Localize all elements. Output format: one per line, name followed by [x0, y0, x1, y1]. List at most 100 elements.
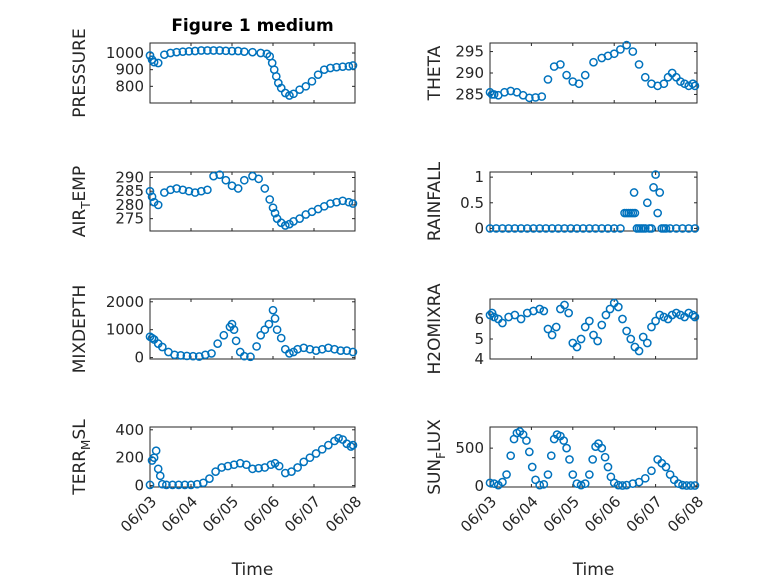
data-point: [485, 87, 495, 97]
data-point: [221, 46, 231, 56]
data-point: [172, 184, 181, 193]
data-point: [289, 89, 298, 99]
data-point: [248, 464, 257, 474]
data-point: [219, 330, 229, 340]
y-axis-label: RAINFALL: [425, 161, 445, 241]
data-point: [603, 462, 613, 472]
data-point: [647, 466, 656, 476]
data-point: [564, 308, 574, 318]
data-point: [543, 75, 553, 84]
data-point: [535, 480, 545, 490]
data-point: [151, 446, 161, 456]
subplot-6: 4 5 6 H2OMIXRA: [425, 283, 700, 375]
data-point: [311, 449, 321, 458]
chart-title: Figure 1 medium: [171, 16, 333, 36]
data-point: [684, 224, 694, 233]
data-point: [576, 480, 586, 490]
data-point: [301, 81, 311, 91]
data-point: [510, 224, 520, 233]
data-point: [147, 333, 157, 343]
axes-frame: [149, 298, 356, 360]
data-point: [184, 186, 194, 196]
data-point: [585, 316, 594, 326]
data-point: [485, 310, 495, 320]
data-point: [176, 351, 186, 360]
data-point: [516, 314, 526, 324]
data-point: [504, 224, 513, 233]
data-point: [618, 314, 627, 324]
data-point: [682, 481, 692, 490]
data-point: [280, 221, 290, 230]
axes-frame: [149, 426, 356, 488]
data-point: [629, 188, 639, 197]
data-point: [348, 61, 358, 70]
data-point: [535, 224, 545, 233]
x-axis-label: Time: [572, 560, 615, 580]
data-point: [174, 480, 184, 490]
data-point: [524, 93, 534, 103]
data-point: [593, 336, 602, 346]
data-point: [196, 46, 206, 55]
data-point: [676, 77, 685, 86]
data-point: [252, 342, 261, 351]
data-point: [348, 440, 358, 450]
data-point: [580, 322, 590, 332]
y-tick-label: 280: [115, 196, 144, 214]
data-point: [182, 351, 192, 361]
y-tick-label: 290: [115, 168, 144, 186]
y-tick-label: 285: [455, 85, 484, 103]
data-point: [217, 463, 227, 472]
data-point: [268, 305, 278, 315]
data-point: [264, 319, 274, 329]
data-point: [653, 208, 663, 218]
data-point: [622, 40, 631, 50]
data-point: [651, 170, 660, 179]
data-point: [242, 460, 251, 470]
y-tick-label: 2000: [106, 293, 144, 311]
data-point: [223, 461, 233, 471]
data-point: [535, 304, 545, 314]
data-point: [640, 72, 650, 82]
data-point: [342, 346, 352, 355]
data-point: [690, 81, 700, 91]
data-point: [215, 170, 225, 180]
data-point: [190, 188, 200, 197]
data-point: [260, 325, 270, 335]
data-point: [147, 192, 157, 202]
data-point: [522, 224, 532, 233]
data-point: [634, 60, 644, 69]
data-point: [688, 79, 698, 89]
data-point: [266, 460, 276, 470]
y-axis-label: SUNFLUX: [425, 419, 448, 495]
data-point: [317, 344, 327, 354]
y-tick-label: 5: [474, 330, 484, 348]
data-point: [270, 314, 280, 323]
data-point: [597, 443, 607, 453]
data-point: [239, 175, 249, 185]
data-point: [667, 310, 677, 320]
data-point: [543, 324, 553, 334]
data-point: [690, 481, 700, 490]
data-point: [287, 467, 296, 477]
y-tick-label: 6: [474, 310, 484, 328]
data-point: [274, 461, 284, 471]
data-point: [585, 470, 594, 479]
data-point: [547, 330, 557, 340]
data-point: [678, 224, 687, 233]
data-point: [203, 46, 212, 55]
data-point: [153, 200, 163, 210]
data-point: [651, 316, 660, 326]
data-point: [659, 312, 669, 322]
y-axis-label: TERRMSL: [70, 419, 93, 496]
data-point: [229, 325, 239, 335]
data-point: [541, 224, 551, 233]
data-point: [597, 224, 607, 233]
data-point: [684, 308, 694, 318]
data-point: [348, 199, 358, 208]
axes-frame: [489, 42, 698, 104]
data-point: [601, 310, 611, 320]
data-point: [609, 478, 619, 488]
data-point: [491, 224, 501, 233]
